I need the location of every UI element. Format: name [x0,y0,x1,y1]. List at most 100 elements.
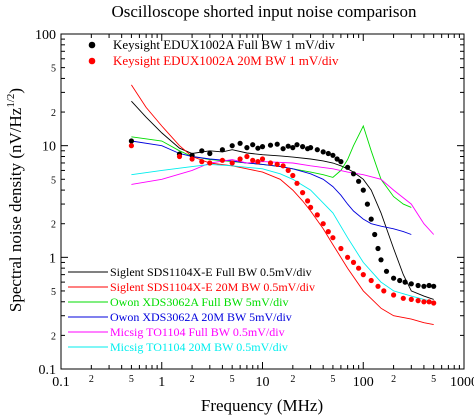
series-line-siglent-sds1104x-e-20m-bw-0-5mv-div [131,84,434,326]
data-point-keysight-edux1002a-full-bw-1-mv-div [338,159,344,165]
y-axis-label: Spectral noise density (nV/Hz1/2) [5,88,25,312]
data-point-keysight-edux1002a-full-bw-1-mv-div [237,140,243,146]
data-point-keysight-edux1002a-full-bw-1-mv-div [426,282,432,289]
data-point-keysight-edux1002a-full-bw-1-mv-div [360,187,366,193]
data-point-keysight-edux1002a-full-bw-1-mv-div [274,141,280,147]
data-point-keysight-edux1002a-20m-bw-1-mv-div [325,229,331,235]
data-point-keysight-edux1002a-full-bw-1-mv-div [290,145,296,151]
data-point-keysight-edux1002a-full-bw-1-mv-div [364,201,370,207]
data-point-keysight-edux1002a-20m-bw-1-mv-div [237,156,243,162]
legend-entry-label: Owon XDS3062A 20M BW 5mV/div [110,310,292,324]
legend-entry-label: Keysight EDUX1002A Full BW 1 mV/div [113,37,335,52]
plot-area [128,84,437,326]
data-point-keysight-edux1002a-20m-bw-1-mv-div [176,153,183,160]
data-point-keysight-edux1002a-full-bw-1-mv-div [255,145,261,151]
data-point-keysight-edux1002a-full-bw-1-mv-div [189,152,195,158]
data-point-keysight-edux1002a-20m-bw-1-mv-div [128,143,134,149]
data-point-keysight-edux1002a-20m-bw-1-mv-div [255,159,261,165]
chart-title: Oscilloscope shorted input noise compari… [111,2,417,21]
legend-top: Keysight EDUX1002A Full BW 1 mV/divKeysi… [88,37,339,68]
y-axis-label-main: Spectral noise density (nV/Hz [6,107,25,312]
y-axis-label-close: ) [6,88,25,94]
data-point-keysight-edux1002a-20m-bw-1-mv-div [300,190,306,196]
x-minor-tick-label: 2 [190,374,195,385]
data-point-keysight-edux1002a-20m-bw-1-mv-div [421,299,427,305]
data-point-keysight-edux1002a-full-bw-1-mv-div [375,245,381,252]
series-line-owon-xds3062a-full-bw-5mv-div [131,124,412,208]
data-point-keysight-edux1002a-full-bw-1-mv-div [199,148,205,154]
x-minor-tick-label: 2 [290,374,295,385]
legend-entry-label: Micsig TO1104 Full BW 0.5mV/div [110,325,285,339]
legend-entry-label: Owon XDS3062A Full BW 5mV/div [110,295,288,309]
data-point-keysight-edux1002a-full-bw-1-mv-div [408,281,414,287]
data-point-keysight-edux1002a-full-bw-1-mv-div [397,277,403,284]
data-point-keysight-edux1002a-20m-bw-1-mv-div [345,254,351,260]
data-point-keysight-edux1002a-20m-bw-1-mv-div [350,259,357,265]
data-point-keysight-edux1002a-20m-bw-1-mv-div [330,235,336,241]
y-minor-tick-label: 5 [51,175,56,186]
y-minor-tick-label: 2 [51,108,56,119]
data-point-keysight-edux1002a-full-bw-1-mv-div [431,283,437,289]
y-axis-label-exponent: 1/2 [5,94,17,108]
data-point-keysight-edux1002a-20m-bw-1-mv-div [305,198,311,204]
x-minor-tick-label: 2 [89,374,94,385]
data-point-keysight-edux1002a-20m-bw-1-mv-div [356,265,362,271]
data-point-keysight-edux1002a-full-bw-1-mv-div [285,143,291,149]
x-minor-tick-label: 5 [431,374,436,385]
data-point-keysight-edux1002a-20m-bw-1-mv-div [431,300,437,306]
data-point-keysight-edux1002a-20m-bw-1-mv-div [294,180,300,186]
x-tick-label: 1 [158,375,165,390]
data-point-keysight-edux1002a-full-bw-1-mv-div [250,142,256,148]
data-point-keysight-edux1002a-full-bw-1-mv-div [267,142,274,148]
x-tick-label: 100 [353,375,374,390]
legend-bottom: Siglent SDS1104X-E Full BW 0.5mV/divSigl… [68,265,315,354]
data-point-keysight-edux1002a-full-bw-1-mv-div [325,150,331,157]
data-point-keysight-edux1002a-full-bw-1-mv-div [368,216,374,222]
data-point-keysight-edux1002a-full-bw-1-mv-div [345,164,351,170]
data-point-keysight-edux1002a-20m-bw-1-mv-div [250,157,256,163]
data-point-keysight-edux1002a-full-bw-1-mv-div [207,150,213,157]
data-point-keysight-edux1002a-20m-bw-1-mv-div [280,163,286,169]
series-line-micsig-to1104-full-bw-0-5mv-div [131,159,435,235]
data-point-keysight-edux1002a-20m-bw-1-mv-div [408,296,414,302]
axis-ticks: 0.1 1 10 100 1000 2 5 2 5 2 5 2 5 0.1 1 10 100 2 5 2 5 2 5 [35,28,474,390]
data-point-keysight-edux1002a-20m-bw-1-mv-div [375,283,381,289]
data-point-keysight-edux1002a-full-bw-1-mv-div [308,145,314,151]
legend-entry-label: Siglent SDS1104X-E 20M BW 0.5mV/div [110,280,315,294]
data-point-keysight-edux1002a-full-bw-1-mv-div [259,144,266,150]
data-point-keysight-edux1002a-full-bw-1-mv-div [383,268,390,274]
data-point-keysight-edux1002a-20m-bw-1-mv-div [314,212,320,218]
data-point-keysight-edux1002a-20m-bw-1-mv-div [189,156,195,162]
y-tick-label: 1 [49,251,56,266]
data-point-keysight-edux1002a-20m-bw-1-mv-div [199,159,205,165]
data-point-keysight-edux1002a-20m-bw-1-mv-div [400,295,406,301]
data-point-keysight-edux1002a-20m-bw-1-mv-div [267,160,274,166]
y-tick-label: 0.1 [39,363,57,378]
data-point-keysight-edux1002a-full-bw-1-mv-div [415,282,421,289]
data-point-keysight-edux1002a-20m-bw-1-mv-div [229,160,235,166]
legend-marker [88,57,96,65]
y-minor-tick-label: 5 [51,287,56,298]
data-point-keysight-edux1002a-full-bw-1-mv-div [356,178,362,184]
y-minor-tick-label: 5 [51,64,56,75]
y-tick-label: 100 [35,28,56,43]
y-minor-tick-label: 2 [51,331,56,342]
data-point-keysight-edux1002a-20m-bw-1-mv-div [274,161,280,167]
data-point-keysight-edux1002a-20m-bw-1-mv-div [391,292,397,298]
data-point-keysight-edux1002a-20m-bw-1-mv-div [207,160,213,166]
legend-entry-label: Micsig TO1104 20M BW 0.5mV/div [110,340,288,354]
data-point-keysight-edux1002a-full-bw-1-mv-div [300,144,306,150]
data-point-keysight-edux1002a-full-bw-1-mv-div [421,283,427,289]
data-point-keysight-edux1002a-full-bw-1-mv-div [372,231,378,238]
series-line-owon-xds3062a-20m-bw-5mv-div [131,140,412,235]
data-point-keysight-edux1002a-20m-bw-1-mv-div [426,299,432,305]
data-point-keysight-edux1002a-full-bw-1-mv-div [314,147,320,153]
data-point-keysight-edux1002a-full-bw-1-mv-div [378,257,384,263]
data-point-keysight-edux1002a-full-bw-1-mv-div [280,146,286,152]
x-minor-tick-label: 5 [330,374,335,385]
data-point-keysight-edux1002a-full-bw-1-mv-div [294,142,300,148]
x-tick-label: 1000 [450,375,474,390]
data-point-keysight-edux1002a-20m-bw-1-mv-div [244,153,250,160]
series-line-micsig-to1104-20m-bw-0-5mv-div [131,163,434,303]
